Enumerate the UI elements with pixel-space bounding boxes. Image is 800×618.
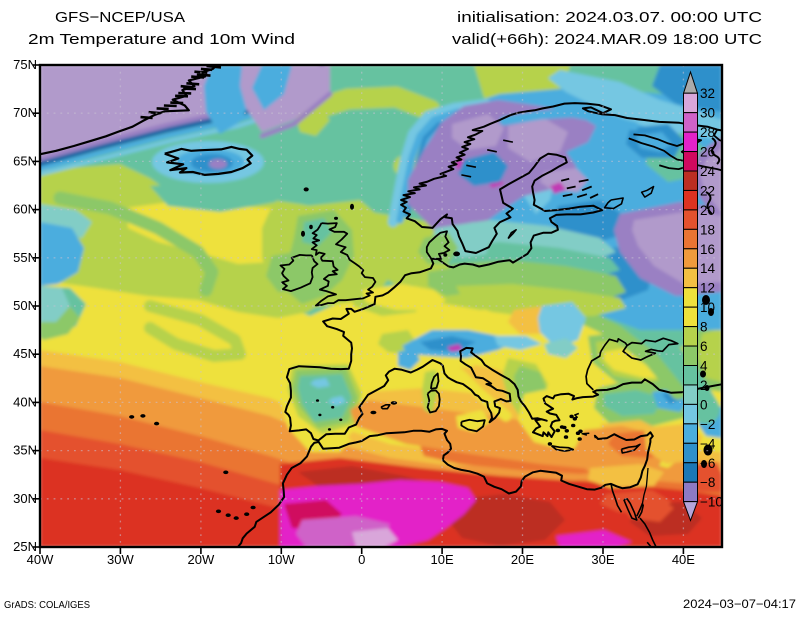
- svg-text:16: 16: [700, 242, 715, 257]
- svg-text:10: 10: [700, 300, 715, 315]
- svg-text:−6: −6: [700, 456, 715, 471]
- svg-text:GrADS: COLA/IGES: GrADS: COLA/IGES: [4, 599, 90, 611]
- svg-text:20E: 20E: [511, 552, 534, 567]
- svg-text:30: 30: [700, 106, 715, 121]
- svg-text:2m Temperature and 10m Wind: 2m Temperature and 10m Wind: [28, 31, 295, 48]
- svg-text:40E: 40E: [672, 552, 695, 567]
- svg-text:18: 18: [700, 222, 715, 237]
- svg-text:70N: 70N: [13, 105, 37, 120]
- svg-text:12: 12: [700, 281, 715, 296]
- svg-text:10E: 10E: [431, 552, 454, 567]
- svg-text:initialisation: 2024.03.07. 00: initialisation: 2024.03.07. 00:00 UTC: [457, 9, 762, 26]
- svg-text:22: 22: [700, 183, 715, 198]
- svg-text:75N: 75N: [13, 57, 37, 72]
- svg-text:−2: −2: [700, 417, 715, 432]
- svg-text:45N: 45N: [13, 346, 37, 361]
- svg-text:30E: 30E: [591, 552, 614, 567]
- svg-text:30N: 30N: [13, 491, 37, 506]
- svg-text:−4: −4: [700, 436, 716, 451]
- svg-text:26: 26: [700, 145, 715, 160]
- svg-text:40N: 40N: [13, 394, 37, 409]
- svg-text:4: 4: [700, 359, 708, 374]
- svg-text:8: 8: [700, 320, 708, 335]
- svg-text:20: 20: [700, 203, 715, 218]
- svg-text:30W: 30W: [107, 552, 134, 567]
- svg-text:25N: 25N: [13, 539, 37, 554]
- svg-text:14: 14: [700, 261, 716, 276]
- svg-text:20W: 20W: [188, 552, 215, 567]
- svg-text:GFS−NCEP/USA: GFS−NCEP/USA: [55, 9, 185, 26]
- svg-text:35N: 35N: [13, 443, 37, 458]
- svg-text:40W: 40W: [27, 552, 54, 567]
- svg-text:28: 28: [700, 125, 715, 140]
- svg-text:0: 0: [358, 552, 365, 567]
- svg-text:32: 32: [700, 86, 715, 101]
- svg-text:50N: 50N: [13, 298, 37, 313]
- svg-text:−8: −8: [700, 475, 715, 490]
- svg-text:−10: −10: [700, 495, 723, 510]
- svg-text:valid(+66h): 2024.MAR.09 18:00: valid(+66h): 2024.MAR.09 18:00 UTC: [452, 31, 762, 48]
- svg-text:24: 24: [700, 164, 716, 179]
- svg-text:6: 6: [700, 339, 708, 354]
- svg-text:2: 2: [700, 378, 708, 393]
- svg-text:65N: 65N: [13, 153, 37, 168]
- svg-text:0: 0: [700, 397, 708, 412]
- svg-text:60N: 60N: [13, 202, 37, 217]
- svg-text:55N: 55N: [13, 250, 37, 265]
- svg-text:2024−03−07−04:17: 2024−03−07−04:17: [683, 597, 796, 611]
- svg-text:10W: 10W: [268, 552, 295, 567]
